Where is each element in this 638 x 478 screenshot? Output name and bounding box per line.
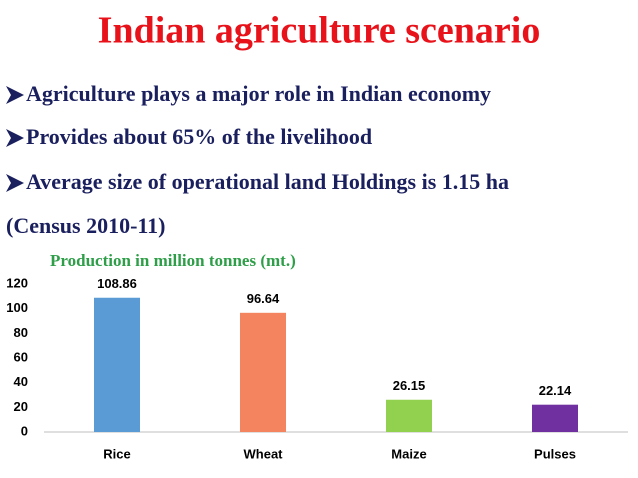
bar	[94, 297, 140, 432]
y-tick-label: 120	[6, 275, 28, 290]
bar	[240, 312, 286, 432]
bar	[532, 404, 578, 432]
x-tick-label: Wheat	[244, 446, 284, 461]
value-label: 26.15	[393, 378, 426, 393]
value-label: 96.64	[247, 291, 280, 306]
bullets: Agriculture plays a major role in Indian…	[6, 81, 509, 238]
y-tick-label: 100	[6, 300, 28, 315]
x-tick-label: Pulses	[534, 446, 576, 461]
note: (Census 2010-11)	[6, 213, 166, 238]
x-tick-label: Maize	[391, 446, 426, 461]
bullet-arrow	[6, 174, 24, 192]
y-tick-label: 20	[14, 399, 28, 414]
bullet-text: Average size of operational land Holding…	[26, 169, 509, 194]
y-tick-label: 0	[21, 423, 28, 438]
y-tick-label: 60	[14, 349, 28, 364]
value-label: 22.14	[539, 383, 572, 398]
bullet-arrow	[6, 129, 24, 147]
bar	[386, 399, 432, 432]
y-tick-label: 40	[14, 374, 28, 389]
value-label: 108.86	[97, 276, 137, 291]
bullet-text: Agriculture plays a major role in Indian…	[26, 81, 491, 106]
bullet-arrow	[6, 86, 24, 104]
bullet-text: Provides about 65% of the livelihood	[26, 124, 372, 149]
y-tick-label: 80	[14, 325, 28, 340]
slide-title: Indian agriculture scenario	[98, 10, 541, 52]
x-tick-label: Rice	[103, 446, 130, 461]
chart-title: Production in million tonnes (mt.)	[50, 251, 296, 270]
